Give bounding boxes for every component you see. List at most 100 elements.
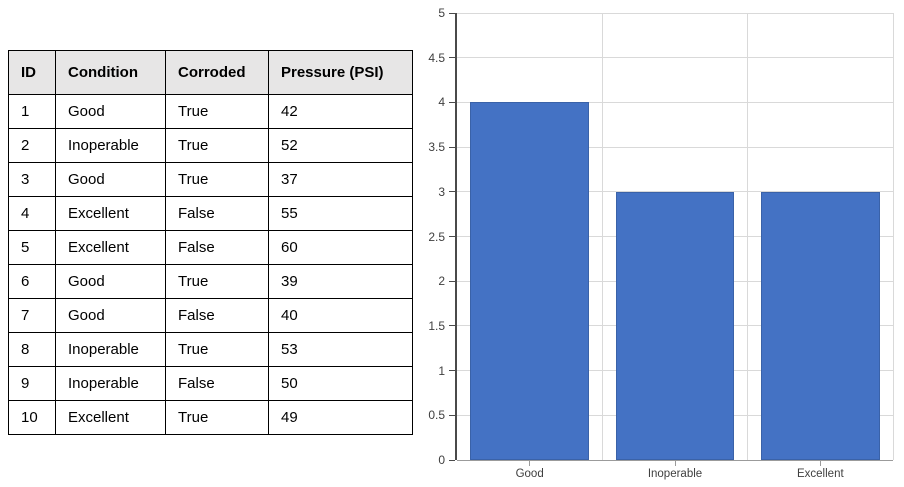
table-header: ID Condition Corroded Pressure (PSI) bbox=[8, 50, 413, 95]
table-cell: 3 bbox=[8, 162, 56, 197]
vertical-gridline bbox=[892, 13, 894, 460]
y-axis-tick-label: 0 bbox=[438, 453, 445, 467]
x-axis-tick bbox=[674, 461, 676, 466]
table-cell: 37 bbox=[268, 162, 413, 197]
y-axis-tick-label: 1 bbox=[438, 363, 445, 378]
pipe-data-table: ID Condition Corroded Pressure (PSI) 1 Good T… bbox=[8, 50, 413, 435]
vertical-gridline bbox=[747, 13, 749, 460]
pipe-data-table-container: ID Condition Corroded Pressure (PSI) 1 Good T… bbox=[8, 50, 413, 435]
table-row: 9 Inoperable False 50 bbox=[8, 366, 413, 401]
x-axis-category-label: Good bbox=[515, 468, 544, 480]
horizontal-gridline bbox=[457, 191, 893, 193]
horizontal-gridline bbox=[457, 236, 893, 237]
table-row: 6 Good True 39 bbox=[8, 264, 413, 299]
table-cell: 2 bbox=[8, 128, 56, 163]
table-cell: 55 bbox=[268, 196, 413, 231]
table-cell: 39 bbox=[268, 264, 413, 299]
table-row: 5 Excellent False 60 bbox=[8, 230, 413, 265]
horizontal-gridline bbox=[457, 325, 893, 327]
table-cell: Good bbox=[55, 162, 166, 197]
y-axis-tick bbox=[449, 459, 455, 461]
y-axis-tick bbox=[449, 280, 455, 282]
column-header: Corroded bbox=[165, 50, 269, 95]
table-cell: 10 bbox=[8, 400, 56, 435]
table-cell: 50 bbox=[268, 366, 413, 401]
y-axis-tick bbox=[449, 414, 455, 416]
y-axis-tick-label: 4.5 bbox=[428, 50, 445, 65]
table-cell: True bbox=[165, 264, 269, 299]
x-axis-tick bbox=[529, 461, 531, 466]
table-cell: 5 bbox=[8, 230, 56, 265]
column-header: ID bbox=[8, 50, 56, 95]
y-axis-tick-label: 3 bbox=[438, 184, 445, 199]
horizontal-gridline bbox=[457, 12, 893, 14]
x-axis-line bbox=[457, 460, 893, 461]
table-cell: Good bbox=[55, 94, 166, 129]
table-cell: 40 bbox=[268, 298, 413, 333]
column-header: Condition bbox=[55, 50, 166, 95]
y-axis-tick bbox=[449, 146, 455, 148]
y-axis-tick bbox=[449, 57, 455, 59]
x-axis-tick bbox=[819, 461, 821, 466]
table-row: 2 Inoperable True 52 bbox=[8, 128, 413, 163]
table-header-row: ID Condition Corroded Pressure (PSI) bbox=[8, 50, 413, 95]
table-cell: 53 bbox=[268, 332, 413, 367]
y-axis-tick bbox=[449, 370, 455, 372]
table-cell: 49 bbox=[268, 400, 413, 435]
table-row: 3 Good True 37 bbox=[8, 162, 413, 197]
y-axis-tick-label: 1.5 bbox=[428, 318, 445, 333]
bar-good bbox=[470, 102, 589, 460]
horizontal-gridline bbox=[457, 370, 893, 372]
table-cell: True bbox=[165, 94, 269, 129]
table-cell: True bbox=[165, 128, 269, 163]
table-row: 1 Good True 42 bbox=[8, 94, 413, 129]
y-axis-tick bbox=[449, 325, 455, 327]
y-axis-tick bbox=[449, 236, 455, 237]
y-axis-tick-label: 3.5 bbox=[428, 140, 445, 155]
table-cell: False bbox=[165, 298, 269, 333]
table-body: 1 Good True 42 2 Inoperable True 52 3 Good True 37 4… bbox=[8, 94, 413, 435]
table-cell: Inoperable bbox=[55, 366, 166, 401]
table-cell: Good bbox=[55, 298, 166, 333]
table-cell: Excellent bbox=[55, 400, 166, 435]
table-cell: 6 bbox=[8, 264, 56, 299]
table-cell: 1 bbox=[8, 94, 56, 129]
x-axis-category-label: Excellent bbox=[796, 468, 844, 480]
table-cell: False bbox=[165, 366, 269, 401]
y-axis-tick bbox=[449, 191, 455, 193]
table-cell: 9 bbox=[8, 366, 56, 401]
table-row: 7 Good False 40 bbox=[8, 298, 413, 333]
table-cell: False bbox=[165, 196, 269, 231]
column-header: Pressure (PSI) bbox=[268, 50, 413, 95]
table-row: 8 Inoperable True 53 bbox=[8, 332, 413, 367]
horizontal-gridline bbox=[457, 414, 893, 416]
y-axis-tick bbox=[449, 12, 455, 14]
table-cell: True bbox=[165, 162, 269, 197]
table-cell: Good bbox=[55, 264, 166, 299]
horizontal-gridline bbox=[457, 57, 893, 59]
table-cell: Inoperable bbox=[55, 128, 166, 163]
y-axis-tick-label: 2.5 bbox=[428, 229, 445, 244]
y-axis-tick bbox=[449, 101, 455, 103]
horizontal-gridline bbox=[457, 146, 893, 148]
y-axis-tick-label: 5 bbox=[438, 6, 445, 20]
table-cell: Excellent bbox=[55, 196, 166, 231]
bar-inoperable bbox=[615, 191, 735, 460]
table-cell: Inoperable bbox=[55, 332, 166, 367]
table-cell: 52 bbox=[268, 128, 413, 163]
x-axis-category-label: Inoperable bbox=[647, 468, 703, 480]
table-cell: True bbox=[165, 400, 269, 435]
vertical-gridline bbox=[601, 13, 603, 460]
table-cell: 60 bbox=[268, 230, 413, 265]
y-axis-tick-label: 2 bbox=[438, 274, 445, 289]
y-axis-line bbox=[455, 13, 457, 460]
table-row: 4 Excellent False 55 bbox=[8, 196, 413, 231]
bar-excellent bbox=[761, 191, 880, 460]
y-axis-tick-label: 0.5 bbox=[428, 408, 445, 423]
horizontal-gridline bbox=[457, 101, 893, 103]
table-cell: 42 bbox=[268, 94, 413, 129]
table-cell: 8 bbox=[8, 332, 56, 367]
table-cell: True bbox=[165, 332, 269, 367]
horizontal-gridline bbox=[457, 280, 893, 282]
table-cell: 7 bbox=[8, 298, 56, 333]
